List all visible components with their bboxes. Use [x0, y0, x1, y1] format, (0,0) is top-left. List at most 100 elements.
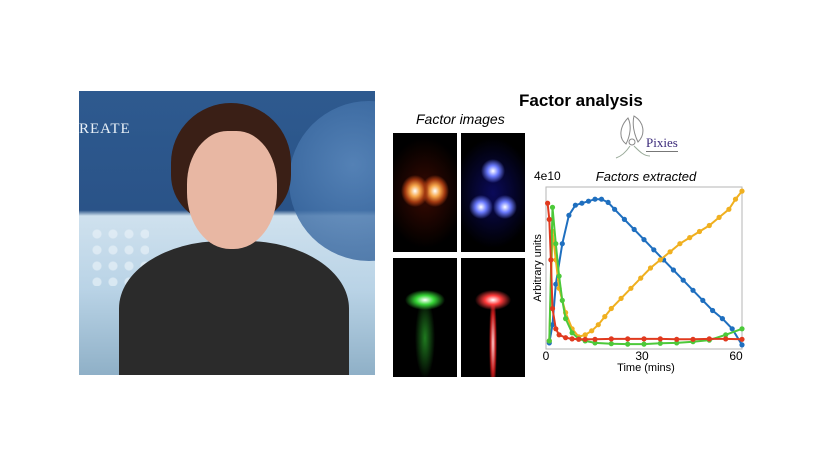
series-point-1-8: [589, 328, 595, 334]
person-body: [119, 241, 349, 375]
series-point-2-1: [549, 204, 556, 210]
series-point-0-19: [690, 287, 696, 293]
series-point-0-5: [572, 202, 578, 208]
series-point-3-9: [582, 336, 588, 342]
plot-area: [545, 186, 743, 350]
series-point-3-5: [556, 332, 562, 338]
series-point-2-11: [625, 341, 631, 347]
series-point-2-14: [674, 340, 680, 346]
factor-image-green: [393, 258, 457, 377]
series-layer: [545, 188, 745, 348]
series-point-2-4: [559, 297, 565, 303]
series-point-3-11: [608, 336, 614, 342]
series-point-0-8: [592, 196, 598, 202]
series-point-0-14: [641, 237, 647, 243]
series-point-2-18: [739, 326, 745, 332]
series-point-3-15: [674, 336, 680, 342]
factor-images-label: Factor images: [416, 111, 505, 127]
series-point-3-10: [592, 336, 598, 342]
factor-image-orange: [393, 133, 457, 252]
series-point-2-6: [569, 330, 575, 336]
series-point-0-21: [710, 307, 716, 314]
banner-text: REATE: [79, 121, 131, 137]
series-point-0-22: [719, 316, 725, 322]
series-point-3-17: [706, 336, 712, 342]
factor-image-blue: [461, 133, 525, 252]
series-point-0-4: [566, 212, 572, 218]
series-point-1-23: [726, 206, 732, 212]
series-point-3-2: [548, 257, 554, 263]
series-point-2-0: [546, 338, 552, 344]
series-point-1-25: [739, 188, 745, 194]
series-point-2-9: [592, 340, 598, 346]
series-point-0-3: [559, 241, 565, 247]
series-point-1-20: [696, 228, 703, 235]
series-point-1-17: [667, 249, 673, 255]
series-point-3-0: [545, 200, 551, 206]
series-point-2-2: [553, 241, 559, 247]
series-point-0-18: [680, 277, 686, 283]
y-axis-label: Arbitrary units: [532, 234, 544, 302]
series-point-3-4: [553, 326, 559, 332]
series-point-0-23: [729, 326, 735, 332]
series-point-0-11: [612, 206, 618, 212]
series-point-2-17: [723, 332, 729, 338]
series-point-1-15: [647, 265, 654, 271]
series-point-0-17: [670, 267, 676, 273]
page-title: Factor analysis: [519, 91, 643, 110]
series-point-1-11: [608, 305, 614, 312]
portrait-photo: REATE: [79, 91, 375, 375]
series-point-0-15: [651, 247, 657, 253]
x-tick-label-60: 60: [729, 349, 743, 363]
series-point-1-19: [687, 235, 693, 241]
series-point-1-16: [657, 257, 663, 263]
series-point-2-13: [657, 340, 663, 346]
series-point-0-2: [553, 281, 559, 287]
series-point-0-6: [579, 200, 585, 206]
series-point-3-12: [625, 336, 631, 342]
series-point-1-21: [706, 222, 712, 229]
series-point-1-12: [618, 295, 624, 301]
series-point-0-1: [549, 322, 556, 328]
series-point-0-13: [631, 226, 637, 233]
series-point-2-12: [641, 341, 647, 347]
chart-title: Factors extracted: [596, 169, 697, 184]
series-point-0-10: [605, 199, 611, 205]
factor-image-red: [461, 258, 525, 377]
pixies-logo-text: Pixies: [646, 135, 678, 152]
x-tick-label-30: 30: [635, 349, 649, 363]
series-point-1-24: [732, 196, 739, 202]
series-point-0-9: [598, 196, 605, 202]
series-point-1-9: [595, 322, 601, 328]
series-point-0-12: [621, 216, 627, 222]
x-tick-label-0: 0: [543, 349, 550, 363]
series-point-3-3: [549, 305, 556, 312]
series-line-3: [546, 203, 743, 341]
series-point-1-18: [677, 241, 683, 247]
series-point-2-5: [563, 316, 569, 322]
person-face: [187, 131, 277, 249]
pixies-logo-icon: [615, 115, 651, 159]
x-axis-label: Time (mins): [617, 362, 675, 374]
series-point-2-3: [556, 273, 562, 279]
series-point-3-14: [657, 336, 663, 342]
y-tick-label-top: 4e10: [534, 169, 561, 183]
series-point-1-13: [628, 285, 634, 291]
series-point-3-19: [739, 336, 745, 342]
series-point-2-10: [608, 341, 614, 347]
series-point-1-7: [582, 332, 588, 338]
series-point-3-18: [723, 336, 729, 342]
series-point-0-7: [585, 198, 592, 204]
series-point-0-24: [739, 342, 745, 348]
series-point-3-16: [690, 336, 696, 342]
series-point-3-1: [546, 216, 552, 222]
globe-graphic: [289, 101, 375, 261]
series-point-1-14: [638, 275, 644, 281]
series-point-3-8: [576, 336, 582, 342]
factors-chart: Factors extracted 4e10 Arbitrary units 0…: [532, 169, 745, 374]
series-point-3-13: [641, 336, 647, 342]
series-point-1-22: [716, 214, 722, 220]
series-point-0-20: [700, 297, 706, 303]
series-point-3-6: [563, 335, 569, 341]
series-point-1-10: [602, 314, 608, 320]
